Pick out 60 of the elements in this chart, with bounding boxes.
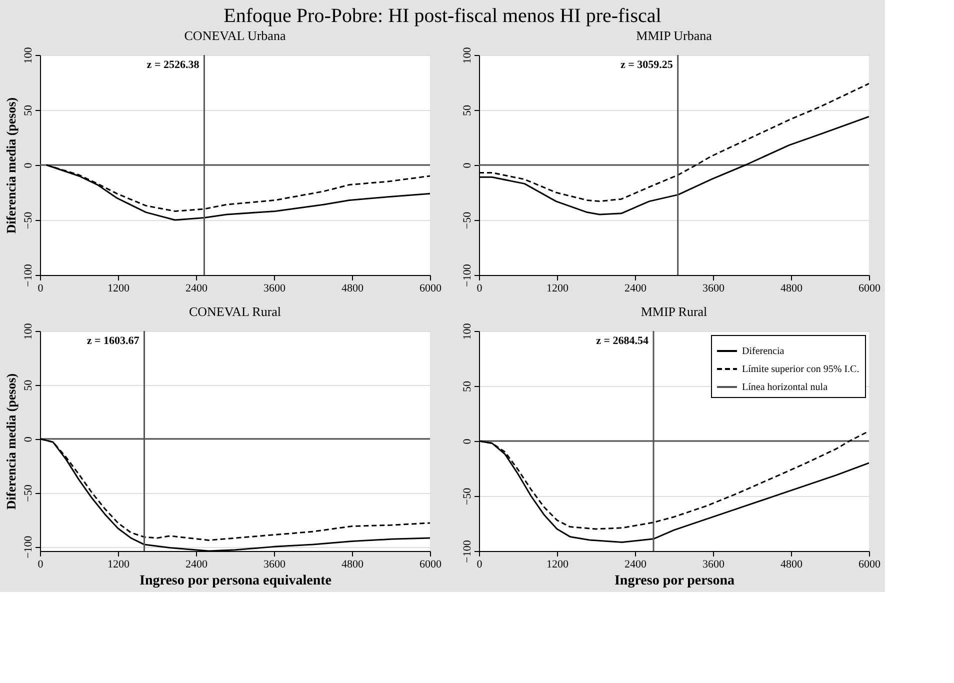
y-tick-label: −100 [22,264,34,287]
x-tick-label: 2400 [624,558,647,570]
x-tick-label: 6000 [420,282,442,294]
y-tick-label: 100 [22,322,34,340]
y-tick-label: 50 [22,104,34,116]
text: Enfoque Pro-Pobre: HI post-fiscal menos HI pre-fiscal [224,4,662,27]
y-tick-label: 0 [462,162,474,168]
x-tick-label: 3600 [264,558,286,570]
x-tick-label: 3600 [702,282,725,294]
y-tick-label: 100 [22,46,34,64]
y-tick-label: 50 [462,380,474,392]
x-axis-title: Ingreso por persona equivalente [140,574,332,588]
x-axis-title: Ingreso por persona [614,574,735,588]
y-tick-label: −100 [462,540,474,563]
y-tick-label: −50 [22,484,34,502]
y-tick-label: 50 [462,104,474,116]
y-tick-label: −50 [462,487,474,506]
y-tick-label: −100 [462,264,474,287]
x-tick-label: 2400 [186,558,208,570]
x-tick-label: 3600 [702,558,725,570]
x-tick-label: 4800 [780,558,803,570]
x-tick-label: 1200 [546,282,569,294]
x-tick-label: 0 [476,282,483,294]
x-tick-label: 4800 [342,282,364,294]
chart-title: CONEVAL Urbana [184,28,286,43]
x-tick-label: 6000 [420,558,442,570]
x-tick-label: 0 [38,282,44,294]
ref-line-label: z = 2684.54 [596,335,649,347]
ref-line-label: z = 2526.38 [146,59,200,71]
x-tick-label: 6000 [858,558,881,570]
y-tick-label: 50 [22,379,34,391]
chart-title: MMIP Urbana [636,28,712,43]
y-tick-label: 0 [462,438,474,444]
x-tick-label: 2400 [624,282,647,294]
chart-title: CONEVAL Rural [188,304,282,319]
x-tick-label: 4800 [780,282,803,294]
legend-label: Línea horizontal nula [742,382,828,393]
legend-label: Límite superior con 95% I.C. [742,364,860,375]
x-tick-label: 0 [38,558,44,570]
y-tick-label: 100 [462,322,474,340]
x-tick-label: 0 [476,558,483,570]
ref-line-label: z = 3059.25 [620,59,674,71]
y-tick-label: 0 [22,436,34,442]
x-tick-label: 2400 [186,282,208,294]
y-axis-title: Diferencia media (pesos) [4,97,18,234]
y-tick-label: −100 [22,535,34,559]
x-tick-label: 3600 [264,282,286,294]
y-axis-title: Diferencia media (pesos) [4,373,18,510]
legend-label: Diferencia [742,346,785,357]
x-tick-label: 6000 [858,282,881,294]
y-tick-label: −50 [22,211,34,230]
y-tick-label: −50 [462,211,474,230]
x-tick-label: 1200 [546,558,569,570]
x-tick-label: 4800 [342,558,364,570]
y-tick-label: 0 [22,162,34,168]
y-tick-label: 100 [462,46,474,64]
x-tick-label: 1200 [108,282,130,294]
x-tick-label: 1200 [108,558,130,570]
chart-title: MMIP Rural [640,304,708,319]
ref-line-label: z = 1603.67 [86,335,140,347]
